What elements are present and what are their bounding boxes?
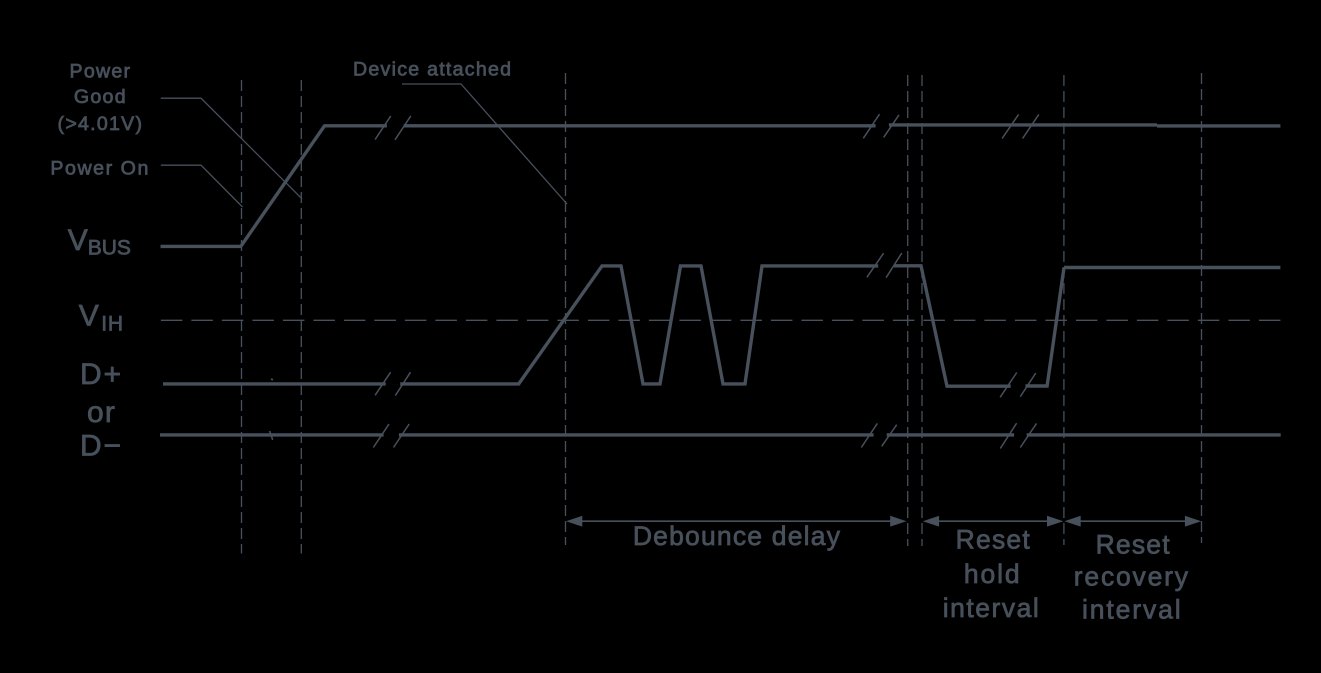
svg-text:interval: interval [943, 593, 1040, 623]
svg-text:Device attached: Device attached [353, 58, 512, 80]
svg-text:hold: hold [964, 559, 1022, 589]
svg-text:D−: D− [80, 430, 123, 463]
svg-text:Good: Good [74, 86, 127, 108]
svg-text:Debounce delay: Debounce delay [633, 521, 841, 551]
svg-text:Power: Power [70, 61, 132, 83]
svg-text:Reset: Reset [1096, 530, 1171, 560]
svg-text:interval: interval [1082, 595, 1183, 625]
svg-text:or: or [87, 396, 116, 429]
svg-text:(>4.01V): (>4.01V) [58, 113, 144, 135]
svg-text:Reset: Reset [956, 525, 1031, 555]
svg-text:recovery: recovery [1074, 562, 1190, 592]
svg-text:Power On: Power On [50, 158, 150, 180]
svg-text:D+: D+ [80, 358, 123, 391]
